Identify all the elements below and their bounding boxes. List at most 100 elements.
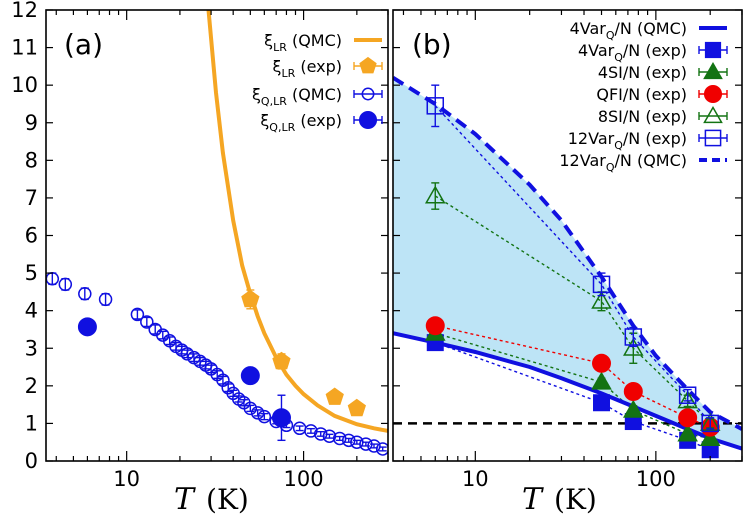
legend-label-main: 12Var (568, 129, 615, 148)
panel-b-x-axis-label: T (K) (522, 482, 597, 517)
y-tick-label: 12 (11, 0, 38, 22)
data-point (623, 381, 643, 401)
data-point (425, 316, 445, 336)
legend-sample-marker (704, 129, 722, 147)
legend-label: 4SI/N (exp) (598, 63, 687, 82)
data-point (77, 317, 97, 337)
legend-label: ξQ,LR (QMC) (252, 85, 342, 108)
panel-a-frame (45, 9, 389, 462)
data-point (243, 401, 258, 416)
data-point (58, 277, 73, 292)
data-point (624, 328, 643, 346)
legend-sample-marker (703, 61, 723, 80)
data-point (677, 423, 698, 442)
data-point (593, 394, 611, 412)
legend-label-rest: (QMC) (287, 85, 342, 104)
legend-label-main: ξ (264, 31, 273, 50)
legend-label-main: 4Var (570, 19, 607, 38)
legend-label-main: 8SI/N (exp) (598, 107, 687, 126)
data-point (367, 439, 381, 453)
data-point (250, 406, 265, 420)
legend-label-rest: /N (exp) (623, 129, 687, 148)
legend-label-main: 4SI/N (exp) (598, 63, 687, 82)
data-point (591, 371, 612, 390)
data-point (257, 409, 272, 424)
legend-label-sub: Q (606, 161, 615, 174)
legend-label-main: 4Var (578, 41, 615, 60)
x-tick-label: 10 (113, 467, 140, 491)
y-tick-label: 9 (25, 111, 38, 135)
legend-sample-marker (703, 84, 723, 104)
y-tick-label: 0 (25, 449, 38, 473)
data-point (347, 398, 366, 417)
legend-label-sub: Q (606, 29, 615, 42)
legend-label-sub: LR (273, 41, 287, 54)
legend-label-main: ξ (273, 57, 282, 76)
data-point (592, 353, 612, 373)
legend-label-main: QFI/N (exp) (596, 85, 687, 104)
legend-label-main: ξ (260, 111, 269, 130)
panel-a-plot-area (46, 10, 388, 456)
panel-a-label: (a) (64, 28, 103, 61)
y-tick-label: 8 (25, 148, 38, 172)
data-point (240, 366, 260, 386)
y-tick-label: 10 (11, 73, 38, 97)
legend-label-rest: (exp) (295, 57, 342, 76)
y-tick-label: 1 (25, 411, 38, 435)
legend-sample-marker (704, 41, 722, 59)
legend-sample-marker (358, 110, 378, 130)
data-point (322, 429, 337, 443)
data-point (677, 390, 698, 409)
legend-label: ξLR (QMC) (264, 31, 342, 54)
legend-sample-marker (703, 105, 723, 124)
legend-label-rest: (QMC) (287, 31, 342, 50)
data-point (78, 287, 92, 301)
data-point (678, 386, 697, 404)
legend-label-main: ξ (252, 85, 261, 104)
panel-b: 10 100 (b) 4VarQ/N (QMC)4VarQ/N (exp)4SI/… (392, 9, 743, 517)
legend-label-rest: /N (QMC) (615, 19, 688, 38)
data-point (140, 315, 154, 329)
legend-label-rest: (exp) (295, 111, 342, 130)
legend-label: 12VarQ/N (QMC) (559, 151, 687, 174)
legend-sample-marker (359, 56, 377, 74)
x-tick-label: 10 (462, 467, 489, 491)
panel-b-frame (392, 9, 743, 462)
data-point (426, 97, 445, 115)
data-point (424, 185, 446, 204)
data-point (325, 387, 344, 405)
legend-label-main: 12Var (559, 151, 606, 170)
legend-label: ξLR (exp) (273, 57, 342, 80)
y-tick-label: 7 (25, 186, 38, 210)
y-tick-label: 6 (25, 224, 38, 248)
data-point (304, 424, 318, 438)
x-tick-label: 100 (284, 467, 324, 491)
y-tick-label: 4 (25, 299, 38, 323)
data-point (98, 292, 113, 307)
data-point (272, 351, 291, 370)
data-point (241, 289, 260, 308)
data-point (130, 307, 145, 322)
panel-b-plot-area (393, 76, 742, 459)
x-tick-label: 100 (636, 467, 676, 491)
data-point (271, 408, 291, 428)
data-point (678, 408, 698, 428)
y-tick-label: 3 (25, 336, 38, 360)
y-tick-label: 11 (11, 36, 38, 60)
legend-label-sub: Q (614, 51, 623, 64)
legend-label: QFI/N (exp) (596, 85, 687, 104)
data-point (375, 442, 388, 456)
data-point (701, 414, 719, 433)
legend-label: 12VarQ/N (exp) (568, 129, 687, 152)
legend-label-sub: Q,LR (261, 95, 287, 108)
panel-b-legend: 4VarQ/N (QMC)4VarQ/N (exp)4SI/N (exp)QFI… (559, 19, 728, 174)
y-tick-label: 5 (25, 261, 38, 285)
legend-label-rest: /N (exp) (623, 41, 687, 60)
panel-a-x-axis-label: T (K) (174, 482, 249, 517)
data-point (623, 399, 644, 418)
legend-label: 8SI/N (exp) (598, 107, 687, 126)
legend-label: 4VarQ/N (QMC) (570, 19, 687, 42)
data-point (592, 275, 611, 294)
